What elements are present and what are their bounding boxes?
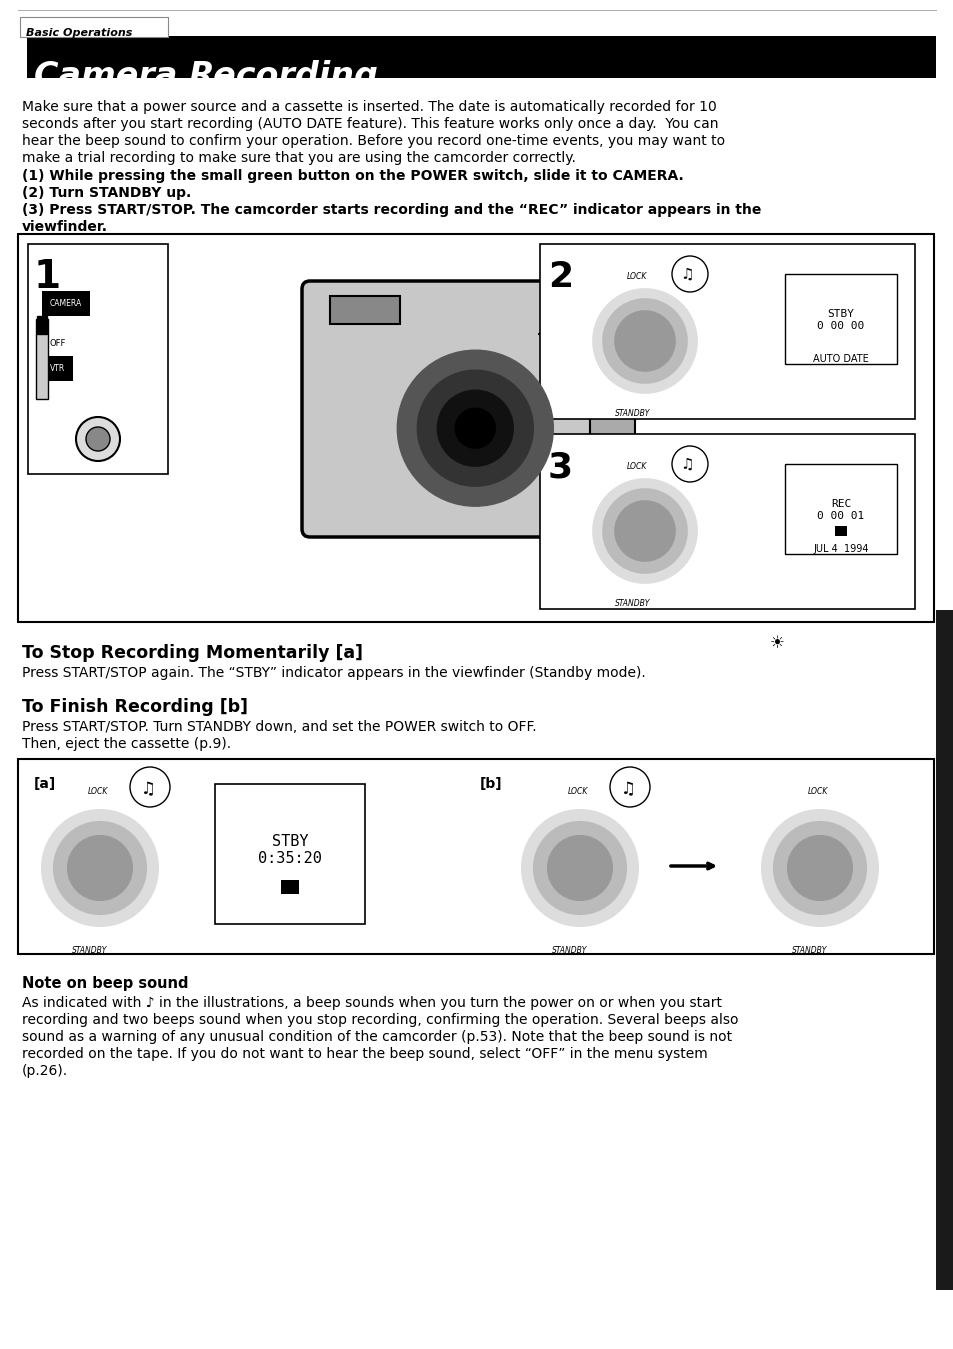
Text: Camera Recording: Camera Recording (34, 59, 377, 93)
Circle shape (773, 822, 865, 915)
Circle shape (396, 351, 553, 506)
Circle shape (761, 809, 877, 925)
Bar (20, 18, 168, 36)
Text: ♫: ♫ (140, 780, 155, 799)
Text: CAMERA: CAMERA (50, 299, 82, 308)
Text: viewfinder.: viewfinder. (22, 220, 108, 233)
Text: Make sure that a power source and a cassette is inserted. The date is automatica: Make sure that a power source and a cass… (22, 100, 716, 115)
Bar (784, 274, 896, 364)
Bar (18, 759, 933, 954)
Text: recorded on the tape. If you do not want to hear the beep sound, select “OFF” in: recorded on the tape. If you do not want… (22, 1047, 707, 1062)
Circle shape (76, 417, 120, 461)
Circle shape (593, 479, 697, 583)
Text: STANDBY: STANDBY (791, 946, 826, 955)
Circle shape (416, 370, 533, 486)
Text: ♫: ♫ (619, 780, 635, 799)
Text: 3: 3 (547, 451, 573, 484)
Circle shape (547, 836, 612, 900)
Text: ♫: ♫ (679, 267, 693, 282)
Bar (539, 244, 914, 420)
Circle shape (671, 447, 707, 482)
Circle shape (534, 822, 625, 915)
Bar (539, 434, 914, 608)
Bar (589, 309, 635, 509)
Text: To Stop Recording Momentarily [a]: To Stop Recording Momentarily [a] (22, 643, 363, 662)
Circle shape (615, 500, 675, 561)
Circle shape (436, 390, 513, 467)
Circle shape (602, 488, 686, 573)
Text: LOCK: LOCK (807, 786, 827, 796)
Text: STANDBY: STANDBY (71, 946, 108, 955)
Circle shape (42, 809, 158, 925)
Bar (935, 610, 953, 1290)
Circle shape (455, 409, 495, 448)
Text: VTR: VTR (50, 364, 65, 374)
Text: hear the beep sound to confirm your operation. Before you record one-time events: hear the beep sound to confirm your oper… (22, 134, 724, 148)
Text: STBY
0:35:20: STBY 0:35:20 (258, 834, 321, 866)
Text: make a trial recording to make sure that you are using the camcorder correctly.: make a trial recording to make sure that… (22, 151, 576, 165)
Text: STBY
0 00 00: STBY 0 00 00 (817, 309, 863, 331)
Circle shape (86, 428, 110, 451)
Bar (37, 316, 47, 335)
Text: JUL 4  1994: JUL 4 1994 (812, 544, 868, 554)
Circle shape (671, 256, 707, 291)
Circle shape (68, 836, 132, 900)
Text: As indicated with ♪ in the illustrations, a beep sounds when you turn the power : As indicated with ♪ in the illustrations… (22, 996, 721, 1010)
Bar (834, 526, 846, 536)
Circle shape (521, 809, 638, 925)
Bar (330, 295, 399, 324)
Text: LOCK: LOCK (567, 786, 588, 796)
Text: Press START/STOP again. The “STBY” indicator appears in the viewfinder (Standby : Press START/STOP again. The “STBY” indic… (22, 666, 645, 680)
Circle shape (615, 312, 675, 371)
Circle shape (609, 768, 649, 807)
Circle shape (130, 768, 170, 807)
Text: (1) While pressing the small green button on the POWER switch, slide it to CAMER: (1) While pressing the small green butto… (22, 169, 683, 183)
Bar (214, 784, 365, 924)
Text: STANDBY: STANDBY (615, 409, 650, 418)
Text: [b]: [b] (479, 777, 502, 791)
Text: LOCK: LOCK (626, 461, 647, 471)
Text: AUTO DATE: AUTO DATE (812, 353, 868, 364)
Text: OFF: OFF (50, 339, 67, 348)
Circle shape (54, 822, 146, 915)
Bar (20, 36, 935, 78)
Text: 2: 2 (547, 260, 573, 294)
Bar (784, 464, 896, 554)
Text: Note on beep sound: Note on beep sound (22, 975, 189, 992)
Text: 1: 1 (34, 258, 61, 295)
Bar (20, 36, 27, 78)
Circle shape (602, 299, 686, 383)
Text: sound as a warning of any unusual condition of the camcorder (p.53). Note that t: sound as a warning of any unusual condit… (22, 1031, 731, 1044)
Text: STANDBY: STANDBY (615, 599, 650, 608)
Text: REC
0 00 01: REC 0 00 01 (817, 499, 863, 521)
Bar (18, 233, 933, 622)
Text: STANDBY: STANDBY (552, 946, 587, 955)
Text: Press START/STOP. Turn STANDBY down, and set the POWER switch to OFF.: Press START/STOP. Turn STANDBY down, and… (22, 720, 536, 734)
Text: To Finish Recording [b]: To Finish Recording [b] (22, 697, 248, 716)
Text: ☀: ☀ (769, 634, 783, 652)
FancyBboxPatch shape (302, 281, 602, 537)
Text: Then, eject the cassette (p.9).: Then, eject the cassette (p.9). (22, 737, 231, 751)
Text: seconds after you start recording (AUTO DATE feature). This feature works only o: seconds after you start recording (AUTO … (22, 117, 718, 131)
Bar (36, 318, 48, 399)
Circle shape (593, 289, 697, 393)
Text: Basic Operations: Basic Operations (26, 28, 132, 38)
Text: (3) Press START/STOP. The camcorder starts recording and the “REC” indicator app: (3) Press START/STOP. The camcorder star… (22, 202, 760, 217)
Text: [a]: [a] (34, 777, 56, 791)
Bar (28, 244, 168, 473)
Text: ♫: ♫ (679, 457, 693, 472)
Circle shape (787, 836, 851, 900)
Text: (p.26).: (p.26). (22, 1064, 68, 1078)
Text: LOCK: LOCK (88, 786, 109, 796)
Text: LOCK: LOCK (626, 272, 647, 281)
Bar (281, 880, 298, 894)
Text: recording and two beeps sound when you stop recording, confirming the operation.: recording and two beeps sound when you s… (22, 1013, 738, 1027)
Text: (2) Turn STANDBY up.: (2) Turn STANDBY up. (22, 186, 191, 200)
